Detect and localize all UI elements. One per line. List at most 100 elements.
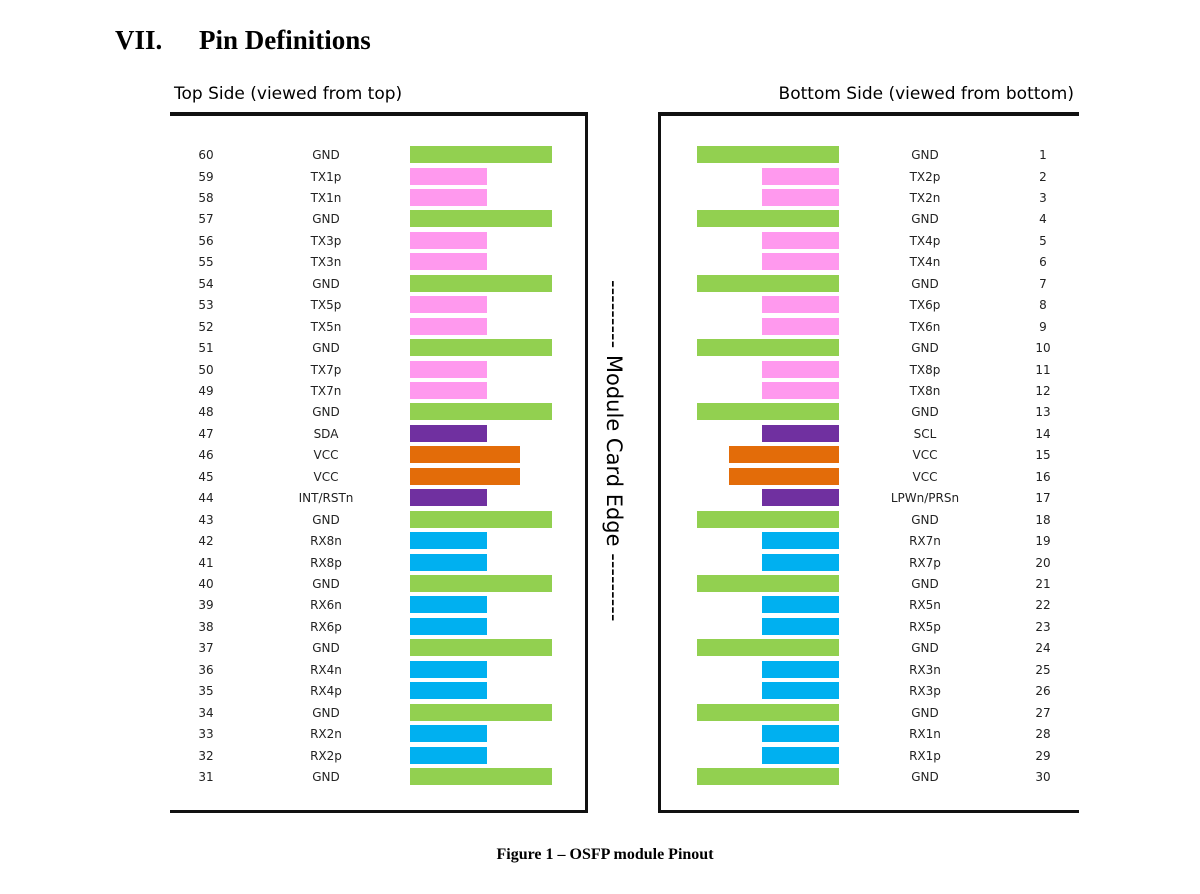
- transmit-pin-bar: [762, 360, 839, 378]
- pin-number: 8: [1039, 298, 1047, 313]
- receive-pin-bar: [762, 725, 839, 743]
- pin-number: 23: [1035, 619, 1051, 634]
- top-pin-row: 39 RX6n: [170, 596, 585, 618]
- pin-number: 18: [1035, 512, 1051, 527]
- bottom-pin-row: 16 VCC: [661, 467, 1079, 490]
- pin-name: RX1p: [909, 748, 941, 763]
- ground-pin-bar: [697, 210, 839, 228]
- ground-pin-bar: [410, 210, 552, 228]
- bottom-pin-row: 21 GND: [661, 575, 1079, 597]
- bottom-pin-row: 17 LPWn/PRSn: [661, 489, 1079, 511]
- top-pin-row: 55 TX3n: [170, 253, 585, 275]
- receive-pin-bar: [410, 660, 487, 678]
- pin-name: TX6n: [909, 319, 941, 334]
- pin-number: 13: [1035, 405, 1051, 420]
- pin-number: 54: [198, 276, 214, 291]
- pin-name: TX3p: [310, 233, 342, 248]
- pin-name: GND: [312, 705, 340, 720]
- pin-number: 53: [198, 298, 214, 313]
- pin-number: 6: [1039, 255, 1047, 270]
- transmit-pin-bar: [762, 253, 839, 271]
- transmit-pin-bar: [410, 188, 487, 206]
- top-pin-row: 41 RX8p: [170, 553, 585, 576]
- pin-number: 14: [1035, 426, 1051, 441]
- pin-number: 55: [198, 255, 214, 270]
- pin-name: RX4n: [310, 662, 342, 677]
- bottom-pin-row: 20 RX7p: [661, 553, 1079, 576]
- pin-number: 48: [198, 405, 214, 420]
- pin-number: 9: [1039, 319, 1047, 334]
- pin-number: 59: [198, 169, 214, 184]
- pin-name: RX8n: [310, 534, 342, 549]
- pin-name: GND: [312, 212, 340, 227]
- control-pin-bar: [410, 489, 487, 507]
- transmit-pin-bar: [762, 296, 839, 314]
- bottom-pin-row: 25 RX3n: [661, 660, 1079, 683]
- bottom-pin-row: 4 GND: [661, 210, 1079, 232]
- pin-name: GND: [911, 577, 939, 591]
- bottom-pin-row: 12 TX8n: [661, 381, 1079, 404]
- transmit-pin-bar: [762, 317, 839, 335]
- pin-name: INT/RSTn: [298, 491, 354, 506]
- receive-pin-bar: [410, 532, 487, 550]
- top-pin-row: 44 INT/RSTn: [170, 489, 585, 511]
- pin-name: TX7n: [310, 383, 342, 398]
- pin-number: 27: [1035, 705, 1051, 720]
- ground-pin-bar: [410, 510, 552, 528]
- receive-pin-bar: [410, 746, 487, 764]
- pin-name: TX6p: [909, 298, 941, 313]
- pin-number: 47: [198, 426, 214, 441]
- pin-number: 41: [198, 555, 214, 570]
- ground-pin-bar: [697, 146, 839, 163]
- pin-number: 50: [198, 362, 214, 377]
- pin-name: TX8n: [909, 383, 941, 398]
- pin-name: RX8p: [310, 555, 342, 570]
- pin-number: 49: [198, 383, 214, 398]
- ground-pin-bar: [410, 403, 552, 421]
- receive-pin-bar: [410, 553, 487, 571]
- pin-number: 42: [198, 534, 214, 549]
- top-pin-row: 45 VCC: [170, 467, 585, 490]
- pin-number: 15: [1035, 448, 1051, 463]
- pin-name: RX5n: [909, 598, 941, 613]
- pin-name: SDA: [313, 426, 339, 441]
- pin-number: 36: [198, 662, 214, 677]
- bottom-pin-row: 26 RX3p: [661, 682, 1079, 704]
- ground-pin-bar: [410, 146, 552, 163]
- pin-number: 10: [1035, 341, 1051, 355]
- pin-name: TX5p: [310, 298, 342, 313]
- receive-pin-bar: [410, 725, 487, 743]
- transmit-pin-bar: [410, 167, 487, 185]
- bottom-pin-row: 15 VCC: [661, 446, 1079, 468]
- pin-name: TX1n: [310, 190, 342, 205]
- pin-name: GND: [312, 641, 340, 656]
- pin-number: 7: [1039, 276, 1047, 291]
- pin-name: GND: [312, 276, 340, 291]
- bottom-pin-row: 29 RX1p: [661, 746, 1079, 769]
- pin-name: SCL: [913, 426, 937, 441]
- top-pin-row: 37 GND: [170, 639, 585, 661]
- pin-number: 4: [1039, 212, 1047, 227]
- pin-name: TX1p: [310, 169, 342, 184]
- pin-number: 22: [1035, 598, 1051, 613]
- bottom-pin-row: 9 TX6n: [661, 317, 1079, 340]
- top-pin-row: 54 GND: [170, 274, 585, 297]
- pin-number: 25: [1035, 662, 1051, 677]
- pin-name: TX4p: [909, 233, 941, 248]
- top-side-label: Top Side (viewed from top): [174, 84, 403, 104]
- top-pin-row: 57 GND: [170, 210, 585, 232]
- pin-number: 32: [198, 748, 214, 763]
- power-pin-bar: [729, 467, 839, 485]
- top-pin-row: 42 RX8n: [170, 532, 585, 554]
- top-pin-row: 56 TX3p: [170, 231, 585, 254]
- pin-number: 26: [1035, 684, 1051, 699]
- pin-name: GND: [911, 212, 939, 227]
- pin-number: 60: [198, 148, 214, 162]
- ground-pin-bar: [697, 274, 839, 292]
- ground-pin-bar: [410, 768, 552, 785]
- transmit-pin-bar: [410, 381, 487, 399]
- top-pin-row: 46 VCC: [170, 446, 585, 468]
- bottom-pin-row: 3 TX2n: [661, 188, 1079, 211]
- pin-number: 46: [198, 448, 214, 463]
- bottom-pin-row: 24 GND: [661, 639, 1079, 661]
